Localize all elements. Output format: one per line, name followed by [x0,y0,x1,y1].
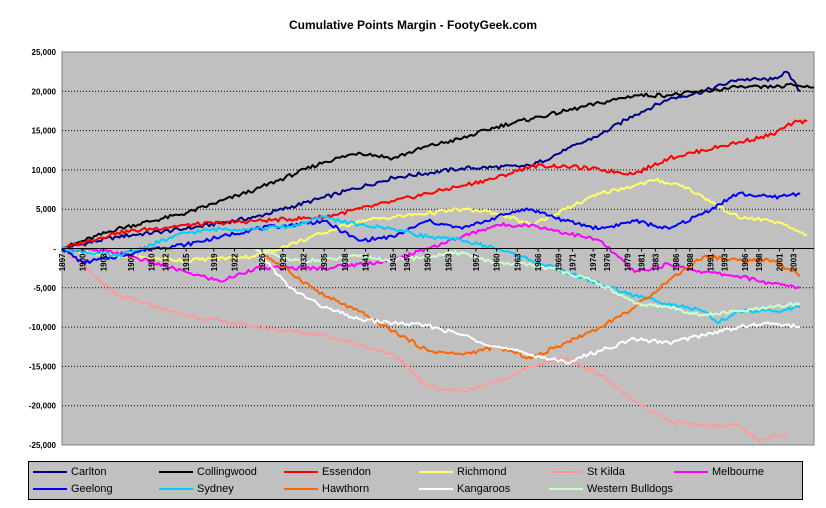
y-tick-label: -25,000 [29,441,57,450]
x-tick-label: 1953 [444,253,453,271]
x-tick-label: 1963 [513,253,522,271]
x-tick-label: 1929 [279,253,288,271]
y-tick-label: -10,000 [29,323,57,332]
x-tick-label: 1922 [230,253,239,271]
x-tick-label: 1983 [651,253,660,271]
x-tick-label: 1957 [472,253,481,271]
x-tick-label: 1900 [79,253,88,271]
y-tick-label: 25,000 [32,48,57,57]
x-tick-label: 1947 [403,253,412,271]
legend-item-geelong: Geelong [33,481,113,497]
axis-layer: 25,000 20,000 15,000 10,000 5,000 - -5,000 -10,… [29,48,814,450]
legend-item-hawthorn: Hawthorn [284,481,369,497]
series-line-kangaroos [254,247,801,365]
chart-title: Cumulative Points Margin - FootyGeek.com [288,18,538,32]
y-tick-label: 10,000 [32,166,57,175]
x-tick-label: 1960 [493,253,502,271]
x-tick-label: 1979 [624,253,633,271]
x-tick-label: 1993 [720,253,729,271]
legend-label: Essendon [322,466,371,478]
x-tick-label: 1971 [569,253,578,271]
y-tick-label: -15,000 [29,362,57,371]
legend-label: Geelong [71,483,113,495]
legend-item-st-kilda: St Kilda [549,464,625,480]
x-tick-label: 1976 [603,253,612,271]
x-tick-label: 1910 [148,253,157,271]
legend-swatch [284,488,318,490]
legend-label: Sydney [197,483,234,495]
x-tick-label: 1966 [534,253,543,271]
series-line-hawthorn [254,247,801,360]
legend-swatch [549,488,583,490]
legend-label: Melbourne [712,466,764,478]
legend: Carlton Collingwood Essendon Richmond St Kil… [28,461,803,500]
legend-swatch [284,471,318,473]
legend-item-kangaroos: Kangaroos [419,481,510,497]
legend-item-sydney: Sydney [159,481,234,497]
legend-label: St Kilda [587,466,625,478]
y-tick-label: 5,000 [36,205,57,214]
series-line-sydney [61,215,801,325]
x-tick-label: 1969 [555,253,564,271]
legend-swatch [549,471,583,473]
legend-swatch [674,471,708,473]
legend-item-richmond: Richmond [419,464,507,480]
series-line-collingwood [61,82,815,251]
y-tick-label: 15,000 [32,127,57,136]
series-line-melbourne [61,222,801,290]
legend-swatch [159,471,193,473]
x-tick-label: 1941 [362,253,371,271]
series-line-western-bulldogs [254,247,801,317]
legend-label: Collingwood [197,466,257,478]
legend-item-western-bulldogs: Western Bulldogs [549,481,673,497]
x-tick-label: 1991 [707,253,716,271]
x-tick-label: 1915 [182,253,191,271]
x-tick-label: 1938 [341,253,350,271]
legend-label: Richmond [457,466,507,478]
series-line-essendon [61,119,808,250]
x-tick-label: 1950 [424,253,433,271]
series-line-st-kilda [61,247,788,443]
y-tick-label: -20,000 [29,402,57,411]
legend-swatch [419,488,453,490]
x-tick-label: 1945 [389,253,398,271]
x-tick-label: 1907 [127,253,136,271]
x-tick-label: 1926 [258,253,267,271]
y-tick-label: - [53,245,56,254]
series-line-geelong [61,191,801,265]
legend-item-melbourne: Melbourne [674,464,764,480]
legend-swatch [33,488,67,490]
series-layer [61,70,815,443]
legend-label: Kangaroos [457,483,511,495]
legend-swatch [33,471,67,473]
y-tick-label: 20,000 [32,87,57,96]
x-tick-label: 1932 [299,253,308,271]
x-tick-label: 1935 [320,253,329,271]
x-tick-label: 1974 [589,253,598,271]
legend-label: Western Bulldogs [587,483,674,495]
legend-swatch [159,488,193,490]
x-tick-label: 2003 [789,253,798,271]
series-line-richmond [61,177,808,263]
y-tick-label: -5,000 [33,284,56,293]
series-line-carlton [61,70,801,250]
x-tick-label: 1919 [210,253,219,271]
legend-swatch [419,471,453,473]
x-tick-label: 1903 [99,253,108,271]
x-tick-label: 1986 [672,253,681,271]
x-tick-label: 1897 [58,253,67,271]
x-tick-label: 1981 [638,253,647,271]
legend-label: Hawthorn [322,483,370,495]
legend-label: Carlton [71,466,107,478]
x-tick-label: 1988 [686,253,695,271]
x-tick-label: 1998 [755,253,764,271]
x-tick-label: 1996 [741,253,750,271]
legend-item-collingwood: Collingwood [159,464,257,480]
x-tick-label: 1912 [161,253,170,271]
legend-item-essendon: Essendon [284,464,371,480]
legend-item-carlton: Carlton [33,464,106,480]
x-tick-label: 2001 [776,253,785,271]
